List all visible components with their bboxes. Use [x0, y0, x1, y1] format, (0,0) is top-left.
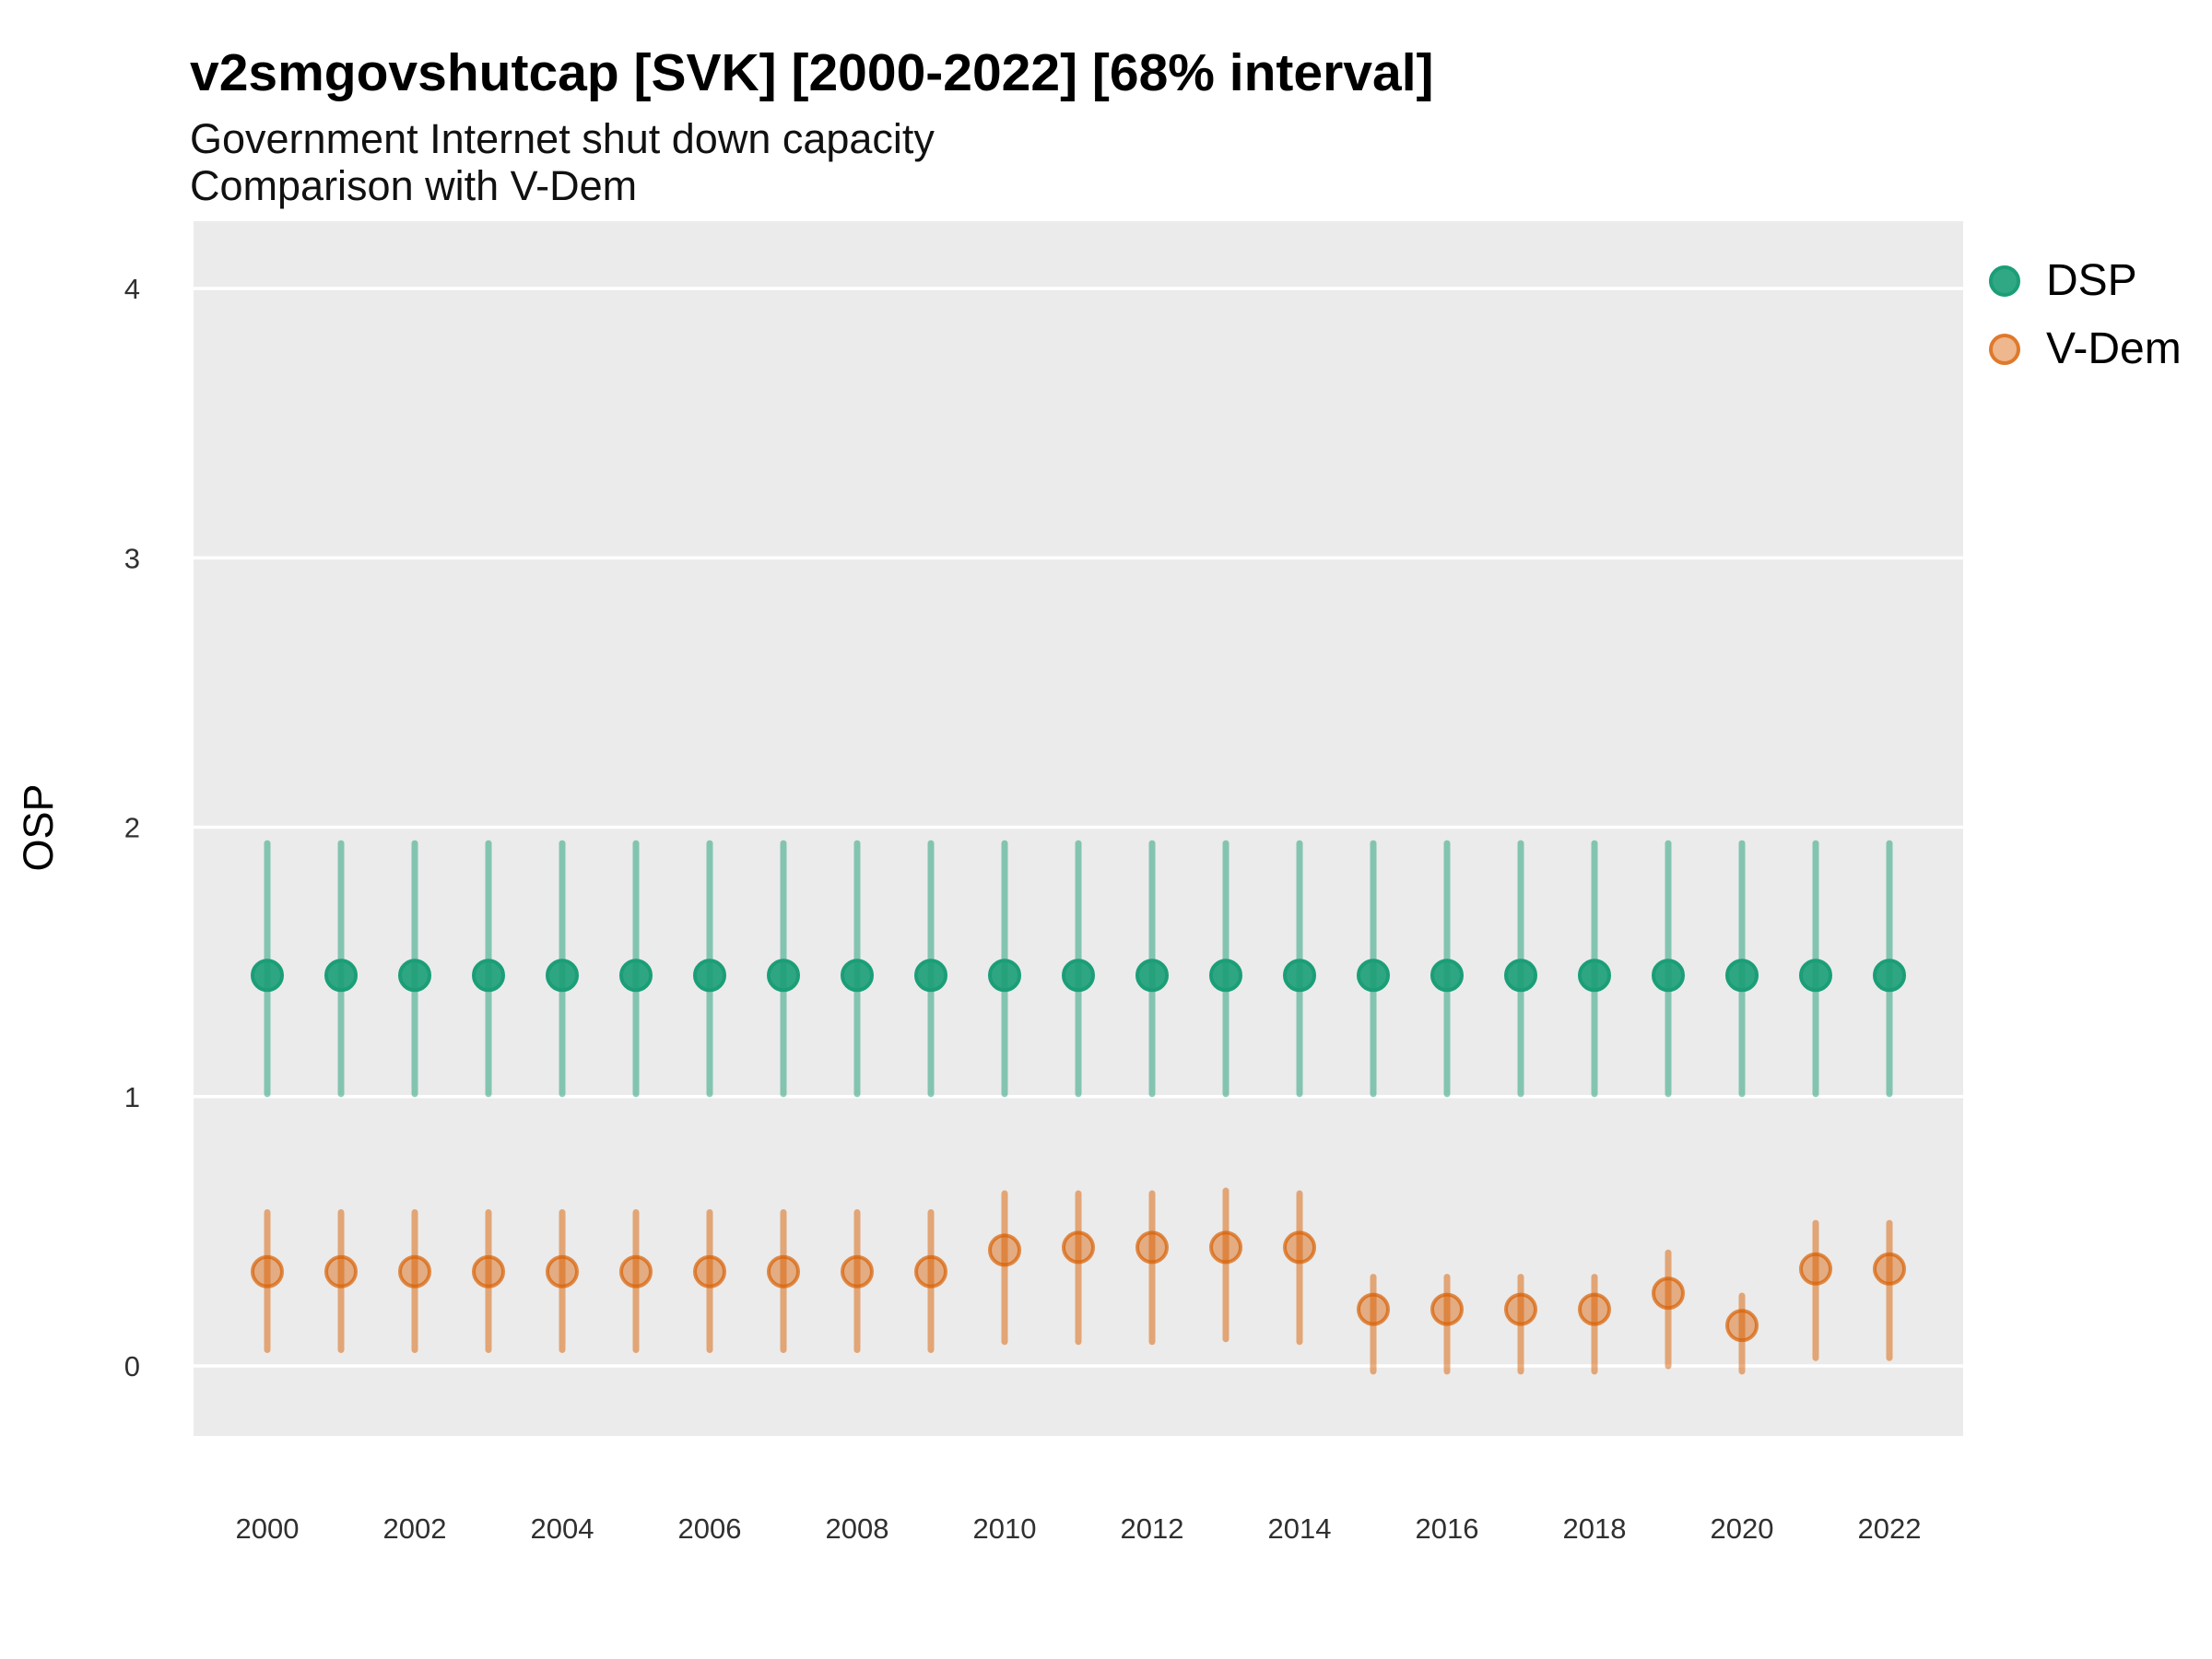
dsp-point-2000	[251, 959, 284, 993]
vdem-point-2018	[1578, 1292, 1611, 1326]
dsp-point-2009	[914, 959, 947, 993]
y-tick-label-1: 1	[124, 1081, 140, 1113]
vdem-point-2005	[619, 1254, 653, 1288]
x-tick-label-2016: 2016	[1416, 1512, 1479, 1545]
dsp-point-2004	[546, 959, 579, 993]
vdem-point-2004	[546, 1254, 579, 1288]
dsp-point-2006	[693, 959, 726, 993]
x-tick-label-2020: 2020	[1711, 1512, 1774, 1545]
subtitle-line-2: Comparison with V-Dem	[190, 162, 638, 209]
x-tick-label-2004: 2004	[531, 1512, 594, 1545]
x-tick-label-2014: 2014	[1268, 1512, 1332, 1545]
vdem-point-2014	[1283, 1230, 1316, 1265]
dsp-point-2001	[324, 959, 358, 993]
vdem-point-2011	[1062, 1230, 1095, 1265]
y-tick-label-2: 2	[124, 812, 140, 844]
dsp-point-2014	[1283, 959, 1316, 993]
vdem-point-2003	[472, 1254, 505, 1288]
page-title: v2smgovshutcap [SVK] [2000-2022] [68% in…	[190, 43, 1434, 102]
vdem-point-2009	[914, 1254, 947, 1288]
legend-dsp-label: DSP	[2046, 256, 2137, 305]
dsp-point-2005	[619, 959, 653, 993]
vdem-point-2013	[1209, 1230, 1242, 1265]
dsp-point-2017	[1504, 959, 1537, 993]
legend-item-vdem: V-Dem	[1989, 327, 2182, 371]
dsp-point-2020	[1725, 959, 1759, 993]
vdem-point-2012	[1135, 1230, 1169, 1265]
vdem-point-2001	[324, 1254, 358, 1288]
dsp-point-2013	[1209, 959, 1242, 993]
vdem-point-2000	[251, 1254, 284, 1288]
dsp-point-2008	[841, 959, 874, 993]
x-tick-label-2018: 2018	[1563, 1512, 1627, 1545]
dsp-point-2021	[1799, 959, 1832, 993]
y-tick-label-3: 3	[124, 542, 140, 574]
vdem-point-2010	[988, 1233, 1021, 1267]
vdem-point-2021	[1799, 1252, 1832, 1286]
vdem-point-2007	[767, 1254, 800, 1288]
dsp-point-2010	[988, 959, 1021, 993]
dsp-point-2018	[1578, 959, 1611, 993]
vdem-point-2002	[398, 1254, 431, 1288]
vdem-point-2022	[1873, 1252, 1906, 1286]
vdem-point-2019	[1652, 1277, 1685, 1311]
dsp-point-2003	[472, 959, 505, 993]
dsp-point-2007	[767, 959, 800, 993]
y-tick-label-0: 0	[124, 1350, 140, 1382]
x-tick-label-2008: 2008	[826, 1512, 889, 1545]
dsp-point-2015	[1357, 959, 1390, 993]
legend-vdem-label: V-Dem	[2046, 324, 2182, 373]
dsp-point-2002	[398, 959, 431, 993]
dsp-point-2012	[1135, 959, 1169, 993]
vdem-point-2020	[1725, 1309, 1759, 1343]
legend-dsp-marker-icon	[1989, 265, 2020, 297]
legend: DSP V-Dem	[1989, 259, 2182, 371]
y-tick-label-4: 4	[124, 273, 140, 305]
subtitle-line-1: Government Internet shut down capacity	[190, 115, 935, 162]
vdem-point-2006	[693, 1254, 726, 1288]
dsp-point-2022	[1873, 959, 1906, 993]
dsp-point-2011	[1062, 959, 1095, 993]
y-axis-title: OSP	[15, 783, 62, 871]
vdem-point-2008	[841, 1254, 874, 1288]
legend-vdem-marker-icon	[1989, 334, 2020, 365]
x-tick-label-2002: 2002	[383, 1512, 447, 1545]
x-tick-label-2006: 2006	[678, 1512, 742, 1545]
dsp-point-2016	[1430, 959, 1464, 993]
vdem-point-2016	[1430, 1292, 1464, 1326]
x-tick-label-2022: 2022	[1858, 1512, 1922, 1545]
legend-item-dsp: DSP	[1989, 259, 2182, 303]
vdem-point-2015	[1357, 1292, 1390, 1326]
x-tick-label-2012: 2012	[1121, 1512, 1184, 1545]
vdem-point-2017	[1504, 1292, 1537, 1326]
dsp-point-2019	[1652, 959, 1685, 993]
x-tick-label-2010: 2010	[973, 1512, 1037, 1545]
x-tick-label-2000: 2000	[236, 1512, 300, 1545]
